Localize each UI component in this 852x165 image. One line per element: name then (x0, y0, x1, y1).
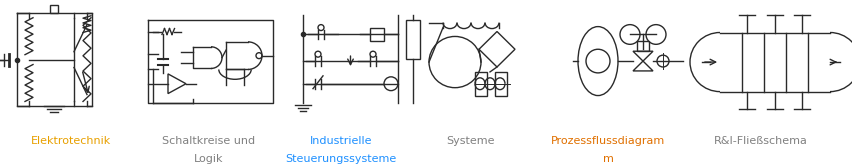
Bar (495, 72, 507, 96)
Bar (370, 28, 384, 41)
Text: Logik: Logik (194, 154, 223, 164)
Text: R&I-Fließschema: R&I-Fließschema (714, 136, 808, 146)
Text: m: m (603, 154, 613, 164)
Bar (406, 20, 420, 59)
Text: Systeme: Systeme (446, 136, 494, 146)
Text: Elektrotechnik: Elektrotechnik (31, 136, 111, 146)
Bar (50, 5, 59, 13)
Text: Steuerungssysteme: Steuerungssysteme (285, 154, 396, 164)
Bar (475, 72, 487, 96)
Bar (637, 41, 649, 51)
Text: Schaltkreise und: Schaltkreise und (162, 136, 256, 146)
Text: Prozessflussdiagram: Prozessflussdiagram (551, 136, 665, 146)
Text: Industrielle: Industrielle (309, 136, 372, 146)
